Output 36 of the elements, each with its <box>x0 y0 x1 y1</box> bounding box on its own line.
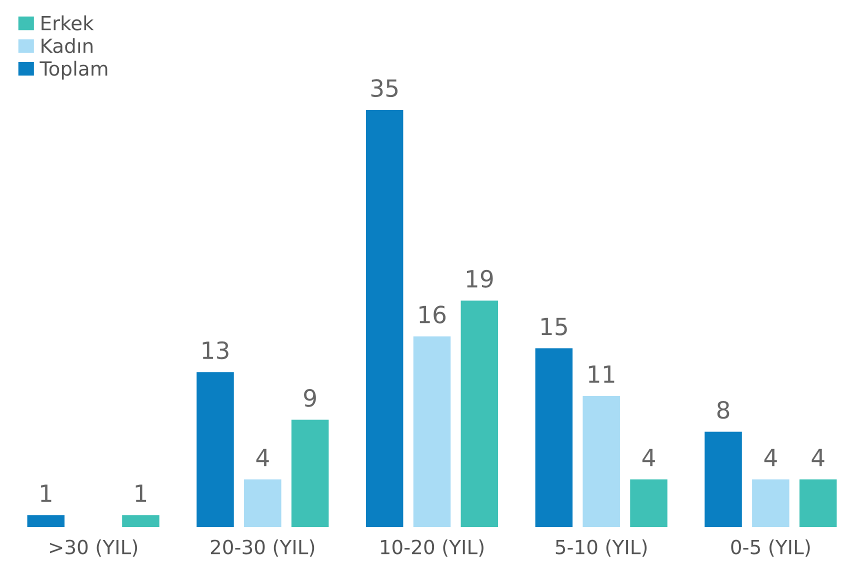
data-label: 8 <box>717 400 730 419</box>
legend-label: Kadın <box>42 38 92 54</box>
bar <box>366 110 404 528</box>
bar <box>535 348 573 528</box>
x-tick-label: 5-10 (YIL) <box>556 539 647 557</box>
data-label: 1 <box>136 484 146 502</box>
data-label: 16 <box>420 306 446 324</box>
data-label: 1 <box>40 484 52 502</box>
data-label: 19 <box>466 270 493 288</box>
data-label: 11 <box>588 366 614 383</box>
bar <box>582 396 620 528</box>
x-tick-label: 20-30 (YIL) <box>210 539 314 557</box>
x-tick-label: >30 (YIL) <box>50 539 138 557</box>
data-label: 35 <box>371 79 398 98</box>
data-label: 4 <box>764 448 777 466</box>
bar <box>704 432 742 528</box>
data-label: 4 <box>812 448 824 466</box>
legend-label: Toplam <box>40 60 108 80</box>
bar <box>291 420 329 528</box>
bar <box>630 479 668 528</box>
bar <box>799 479 837 528</box>
bar <box>122 515 160 528</box>
bar <box>196 372 234 528</box>
data-label: 9 <box>304 389 316 407</box>
bar <box>413 336 451 528</box>
bar <box>27 515 65 528</box>
bar <box>752 479 790 528</box>
bar <box>460 300 498 528</box>
data-label: 15 <box>542 318 567 336</box>
bar <box>244 479 282 528</box>
x-tick-label: 10-20 (YIL) <box>380 539 484 557</box>
data-label: 4 <box>256 448 269 466</box>
x-tick-label: 0-5 (YIL) <box>731 539 810 557</box>
data-label: 13 <box>202 341 228 360</box>
legend-label: Erkek <box>42 15 94 30</box>
data-label: 4 <box>642 448 655 466</box>
